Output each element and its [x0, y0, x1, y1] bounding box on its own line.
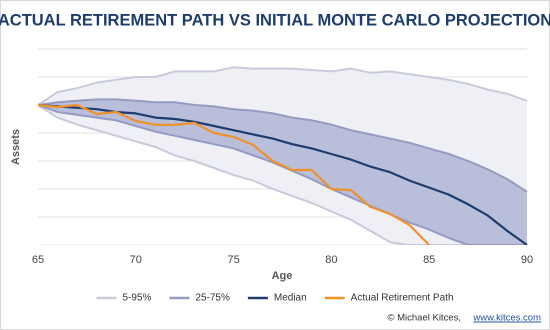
credit: © Michael Kitces, [387, 313, 461, 324]
y-axis-label: Assets [10, 129, 22, 165]
x-tick-label: 80 [325, 254, 337, 266]
legend-label: 5-95% [122, 293, 151, 304]
band-upper-line [38, 66, 528, 106]
x-tick-label: 90 [521, 254, 533, 266]
legend-label: Median [274, 293, 307, 304]
line [38, 103, 528, 245]
x-tick-label: 65 [32, 254, 44, 266]
legend-label: 25-75% [195, 293, 230, 304]
x-axis-label: Age [272, 270, 293, 282]
chart-title: ACTUAL RETIREMENT PATH VS INITIAL MONTE … [0, 11, 550, 29]
credit-link[interactable]: www.kitces.com [472, 313, 541, 324]
band-area [38, 99, 527, 245]
legend: 5-95% 25-75% Median Actual Retirement Path [96, 293, 454, 304]
line [38, 103, 430, 245]
plot-area [38, 48, 528, 245]
x-tick-label: 70 [130, 254, 142, 266]
band-upper-line [38, 98, 528, 193]
x-tick-label: 75 [227, 254, 239, 266]
legend-label: Actual Retirement Path [351, 293, 454, 304]
band-lower-line [38, 104, 527, 245]
x-tick-label: 85 [423, 254, 435, 266]
